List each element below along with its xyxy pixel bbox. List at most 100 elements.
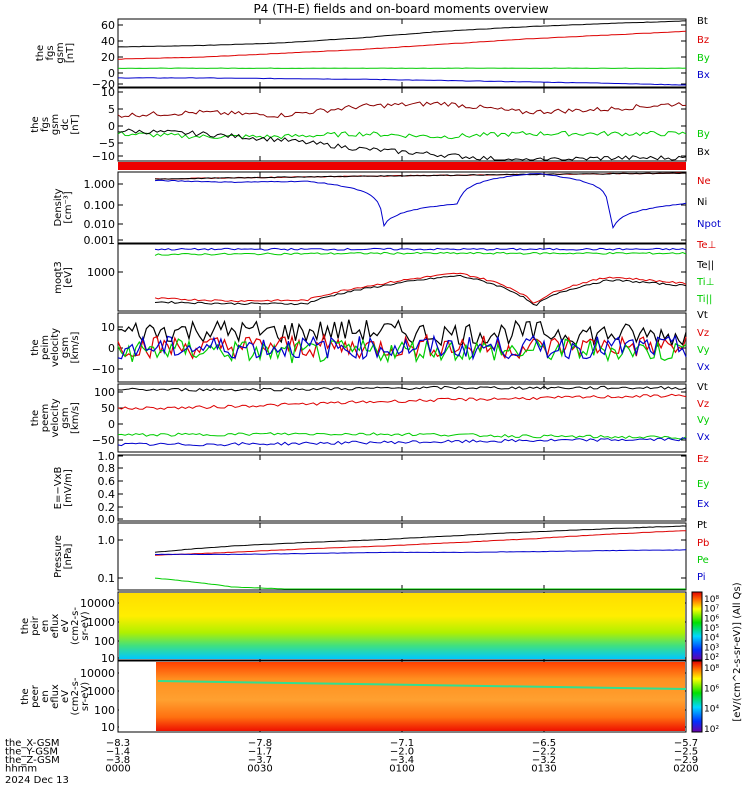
series-Vx: [117, 334, 687, 361]
x-axis-row-label: the_Y-GSM: [5, 747, 58, 758]
series-By: [117, 130, 687, 140]
x-axis-value: −3.7: [248, 755, 272, 766]
legend-entry: Vy: [697, 415, 710, 426]
y-tick-label: 0.8: [98, 462, 116, 475]
x-axis-row-label: the_X-GSM: [5, 738, 59, 749]
colorbar-tick-label: 10²: [704, 653, 719, 663]
colorbar-label: [eV/(cm^2-s-sr-eV)] (All Qs): [732, 582, 743, 721]
y-tick-label: 0.2: [98, 501, 116, 514]
y-axis-label-line: E=−VxB: [53, 467, 64, 510]
series-Vy: [117, 338, 687, 364]
y-tick-label: −5: [99, 137, 115, 150]
legend-entry: Vy: [697, 345, 710, 356]
panel-fgs-gsm: 60 40 20 0−20 thefgsgsm[nT] Bt Bz By Bx: [35, 16, 710, 91]
series-Te||: [154, 274, 687, 306]
series-Pi: [154, 549, 687, 556]
panel-temperature: 1000 moqt3[eV] Te⊥ Te|| Ti⊥ Ti||: [53, 240, 716, 312]
colorbar-tick-label: 10⁸: [704, 595, 719, 605]
x-axis-value: −3.2: [532, 755, 556, 766]
y-axis-label-line: peim: [40, 335, 51, 360]
y-axis-label: thepeerenefluxeV(cm2-s-sr-eV): [20, 677, 91, 715]
panel-frame: [117, 171, 687, 244]
series-Bt: [117, 20, 686, 48]
y-tick-label: 0: [108, 120, 115, 133]
x-axis-value: −7.1: [390, 738, 414, 749]
y-axis-label-line: sr-eV): [80, 611, 91, 640]
colorbar-tick-label: 10⁸: [704, 664, 719, 674]
series-Vt: [117, 319, 687, 348]
y-axis-label-line: Density: [53, 188, 64, 226]
x-axis-row-label: the_Z-GSM: [5, 755, 60, 766]
x-axis-value: −8.3: [106, 738, 130, 749]
x-axis-value: −6.5: [532, 738, 556, 749]
series-Bx: [117, 128, 687, 161]
y-tick-label: −50: [92, 434, 115, 447]
x-axis-value: −5.7: [674, 738, 698, 749]
spectrogram-ion: [119, 593, 685, 659]
y-axis-label: Density[cm⁻³]: [53, 188, 74, 226]
legend-entry: Ez: [697, 454, 709, 465]
legend-entry: Bx: [697, 70, 710, 81]
y-axis-label-line: gsm: [55, 42, 66, 63]
legend-entry: Bx: [697, 147, 710, 158]
y-axis-label-line: eflux: [50, 614, 61, 639]
y-tick-label: 5: [108, 103, 115, 116]
y-tick-label: 1.000: [84, 178, 116, 191]
y-axis-label-line: gsm: [50, 114, 61, 135]
series-trace: [117, 101, 687, 119]
y-tick-label: 20: [101, 51, 115, 64]
y-axis-label-line: the: [30, 410, 41, 426]
panel-peem-velocity: 100 50 0 −50 thepeemvelocitygsm[km/s] Vt Vz Vy V…: [30, 382, 710, 453]
y-axis-label: Pressure[nPa]: [53, 535, 74, 578]
y-tick-label: 0: [108, 67, 115, 80]
series-Ni: [154, 172, 687, 180]
legend-entry: Vz: [697, 399, 709, 410]
y-tick-label: 0.0: [98, 513, 116, 526]
legend-entry: Pe: [697, 555, 709, 566]
panel-fgs-gsm-dc: 10 5 0 −5−10 thefgsgsmdc[nT] By Bx: [30, 86, 710, 163]
legend-entry: Pt: [697, 520, 707, 531]
y-tick-label: 10000: [80, 597, 115, 610]
y-tick-label: 10000: [80, 667, 115, 680]
y-axis-label-line: the: [20, 688, 31, 704]
colorbar-tick-label: 10²: [704, 725, 719, 735]
y-tick-label: 10: [101, 321, 115, 334]
colorbar-tick-label: 10⁴: [704, 705, 719, 715]
legend-entry: Ni: [697, 197, 707, 208]
y-axis-label-line: eflux: [50, 684, 61, 709]
y-axis-label-line: eV: [60, 619, 71, 632]
y-axis-label-line: the: [30, 339, 41, 355]
y-axis-label-line: fgs: [40, 117, 51, 132]
y-axis-label: thepeimvelocitygsm[km/s]: [30, 328, 81, 367]
panel-frame: [117, 87, 687, 162]
series-Vt: [117, 385, 687, 392]
series-Bx: [118, 77, 687, 86]
legend-entry: Vx: [697, 362, 710, 373]
y-tick-label: 0.6: [98, 475, 116, 488]
panel-frame: [117, 522, 687, 591]
x-axis-value: 0000: [105, 764, 130, 775]
spectrogram-electron: [156, 662, 685, 731]
legend-entry: Pi: [697, 572, 706, 583]
x-axis-value: −2.5: [674, 747, 698, 758]
separator-bar: [118, 162, 686, 170]
series-Bz: [118, 30, 687, 60]
legend-entry: By: [697, 129, 710, 140]
y-tick-label: 0.100: [84, 199, 116, 212]
legend-entry: Vt: [697, 310, 708, 321]
panel-efield: 1.00.80.60.40.20.0 E=−VxB[mV/m] Ez Ey Ex: [53, 450, 709, 526]
x-axis-value: 0130: [531, 764, 556, 775]
y-axis-label-line: [nPa]: [63, 543, 74, 569]
legend-entry: Bz: [697, 35, 709, 46]
legend-entry: Bt: [697, 16, 708, 27]
series-Ti||: [154, 247, 687, 251]
y-axis-label-line: gsm: [60, 407, 71, 428]
y-tick-label: 100: [94, 635, 115, 648]
y-tick-label: 1000: [87, 616, 115, 629]
y-axis-label-line: [km/s]: [70, 402, 81, 434]
y-axis-label-line: Pressure: [53, 535, 64, 578]
y-tick-label: −20: [92, 78, 115, 91]
panel-peir-spec: 10000 1000 100 10 thepeirenefluxeV(cm2-s-sr-…: [20, 591, 687, 665]
